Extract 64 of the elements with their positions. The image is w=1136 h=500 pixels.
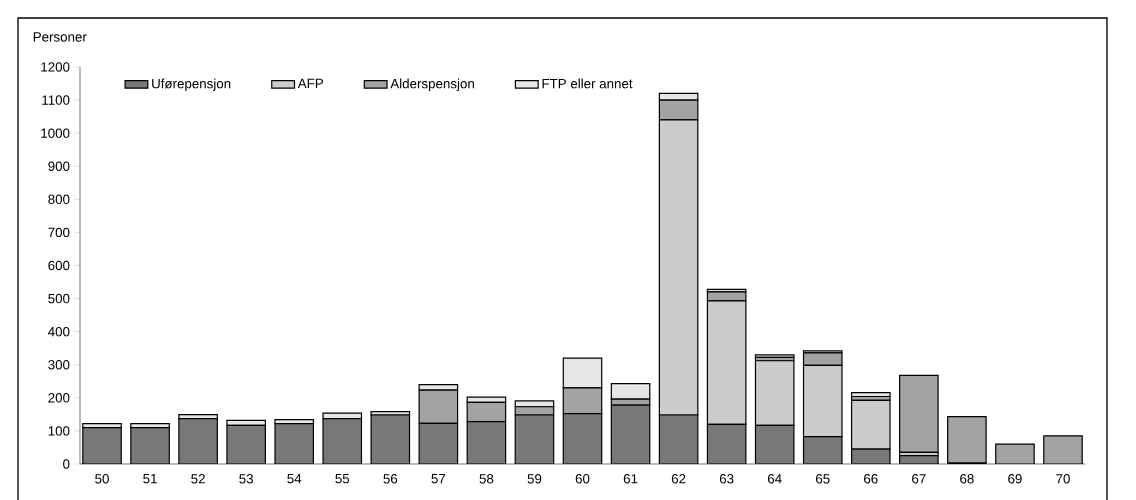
- bar: [226, 424, 266, 464]
- bar: [274, 423, 315, 464]
- x-tick-label: 60: [575, 474, 590, 484]
- bar: [178, 418, 218, 464]
- x-tick-label: 59: [527, 474, 542, 484]
- y-tick-label: 400: [48, 326, 70, 337]
- x-tick-label: 56: [383, 474, 398, 484]
- bar: [466, 401, 507, 423]
- y-axis-title: Personer: [33, 32, 87, 42]
- y-tick-label: 0: [63, 459, 70, 469]
- legend-label: AFP: [297, 78, 323, 88]
- x-tick-label: 51: [143, 474, 157, 484]
- bar: [562, 413, 603, 464]
- x-tick-label: 66: [864, 474, 878, 484]
- bar: [514, 414, 555, 464]
- bar: [899, 374, 939, 453]
- y-tick-label: 200: [48, 393, 70, 403]
- bar: [995, 443, 1035, 464]
- x-tick-label: 54: [287, 474, 302, 484]
- y-tick-label: 300: [48, 360, 70, 370]
- x-tick-label: 67: [912, 474, 926, 484]
- x-tick-label: 61: [623, 474, 638, 484]
- bar: [610, 404, 651, 464]
- y-tick-label: 700: [48, 227, 70, 238]
- bar: [562, 387, 603, 415]
- bar: [754, 424, 795, 464]
- bar: [802, 435, 843, 464]
- bar: [562, 357, 603, 389]
- y-tick-label: 1000: [41, 128, 70, 138]
- x-tick-label: 55: [335, 474, 350, 484]
- legend-label: Uførepensjon: [152, 78, 231, 91]
- y-tick-label: 1200: [41, 62, 70, 72]
- bar: [1043, 435, 1083, 464]
- y-tick-label: 800: [48, 194, 70, 205]
- x-tick-label: 57: [431, 474, 446, 484]
- x-tick-label: 58: [479, 474, 494, 484]
- bar: [418, 389, 459, 424]
- x-tick-label: 64: [767, 474, 782, 484]
- y-tick-label: 900: [48, 161, 70, 171]
- legend-label: FTP eller annet: [542, 78, 633, 89]
- x-tick-label: 52: [191, 474, 205, 484]
- x-tick-label: 70: [1056, 474, 1070, 484]
- x-tick-label: 63: [719, 474, 734, 484]
- x-tick-label: 68: [960, 474, 974, 484]
- y-tick-label: 100: [48, 426, 70, 436]
- legend-label: Alderspensjon: [390, 78, 474, 91]
- x-tick-label: 65: [816, 474, 830, 484]
- bar: [370, 414, 411, 464]
- bar: [802, 352, 843, 366]
- bar: [322, 418, 363, 464]
- bar: [130, 426, 170, 464]
- bar: [706, 423, 747, 464]
- bar: [466, 421, 507, 464]
- x-tick-label: 69: [1008, 474, 1022, 484]
- y-tick-label: 600: [48, 260, 70, 271]
- bar: [418, 422, 459, 464]
- y-tick-label: 1100: [42, 95, 70, 105]
- x-tick-label: 53: [239, 474, 253, 484]
- bar: [947, 416, 987, 464]
- bar: [82, 426, 122, 464]
- x-tick-label: 62: [671, 474, 686, 484]
- bar: [658, 414, 699, 464]
- y-tick-label: 500: [48, 293, 70, 304]
- x-tick-label: 50: [95, 474, 109, 484]
